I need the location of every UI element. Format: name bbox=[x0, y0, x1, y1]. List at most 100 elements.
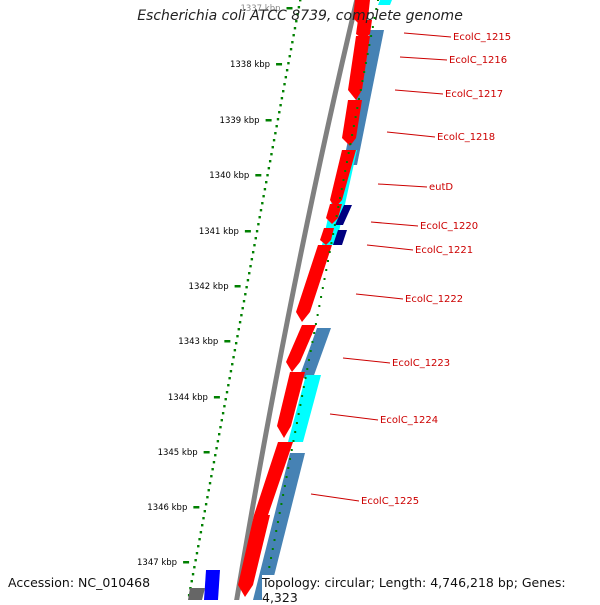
feature-dot bbox=[328, 251, 331, 253]
gene-label: EcolC_1221 bbox=[415, 245, 473, 256]
ruler-dot bbox=[242, 300, 246, 303]
ruler-dot bbox=[282, 90, 285, 93]
ruler-dot bbox=[228, 377, 231, 380]
feature-dot bbox=[282, 494, 285, 496]
feature-dot bbox=[337, 206, 340, 208]
ruler-dot bbox=[246, 279, 250, 282]
ruler-tick bbox=[244, 230, 251, 233]
ruler-dot bbox=[245, 286, 248, 289]
ruler-dot bbox=[289, 48, 293, 51]
ruler-dot bbox=[275, 125, 278, 128]
feature-dot bbox=[313, 332, 316, 334]
ruler-tick bbox=[213, 396, 220, 399]
ruler-dot bbox=[272, 139, 276, 142]
ruler-dot bbox=[194, 559, 197, 562]
ruler-dot bbox=[221, 412, 225, 415]
feature-dot bbox=[375, 8, 378, 10]
ruler-dot bbox=[231, 363, 234, 366]
cds-arrow-1220 bbox=[320, 228, 334, 245]
ruler-dot bbox=[223, 405, 226, 408]
feature-dot bbox=[332, 233, 335, 235]
ruler-dot bbox=[238, 321, 242, 324]
feature-dot bbox=[273, 539, 276, 541]
backbone-line bbox=[233, 0, 360, 605]
ruler-dot bbox=[271, 146, 274, 149]
feature-dot bbox=[358, 98, 361, 100]
ruler-dot bbox=[251, 251, 255, 254]
ruler-dot bbox=[288, 55, 291, 58]
ruler-labels: 1337 kbp 1338 kbp 1339 kbp 1340 kbp 1341 kbp… bbox=[137, 4, 280, 568]
feature-dot bbox=[368, 44, 371, 46]
ruler-dot bbox=[207, 489, 210, 492]
ruler-dot bbox=[287, 62, 290, 65]
ruler-dot bbox=[191, 573, 195, 576]
feature-dot bbox=[333, 224, 336, 226]
ruler-dot bbox=[193, 566, 196, 569]
feature-dot bbox=[330, 242, 333, 244]
ruler-tick bbox=[183, 561, 190, 564]
gene-label: EcolC_1218 bbox=[437, 132, 495, 143]
feature-navy-1 bbox=[335, 205, 352, 225]
feature-dot bbox=[370, 35, 373, 37]
ruler-dot bbox=[212, 461, 216, 464]
feature-dot bbox=[363, 71, 366, 73]
ruler-dot bbox=[220, 419, 223, 422]
gene-label: eutD bbox=[429, 182, 453, 193]
ruler-dot bbox=[285, 69, 289, 72]
gene-label-leader bbox=[399, 56, 448, 61]
ruler-dot bbox=[241, 307, 244, 310]
feature-dot bbox=[356, 107, 359, 109]
feature-dot bbox=[342, 179, 345, 181]
ruler-dot bbox=[278, 111, 281, 114]
ruler-dot bbox=[250, 258, 254, 261]
feature-dot bbox=[316, 314, 319, 316]
gray-feature-bottom bbox=[188, 588, 205, 600]
ruler-dot bbox=[274, 132, 277, 135]
ruler-dot bbox=[262, 195, 265, 198]
ruler-dot bbox=[210, 475, 213, 478]
feature-dot bbox=[294, 431, 297, 433]
ruler-label: 1346 kbp bbox=[147, 503, 187, 513]
ruler-dot bbox=[267, 167, 271, 170]
gene-label-leader bbox=[355, 293, 404, 300]
ruler-label: 1340 kbp bbox=[209, 171, 249, 181]
feature-dot bbox=[278, 512, 281, 514]
ruler-dot bbox=[284, 76, 288, 79]
ruler-tick bbox=[193, 506, 200, 509]
ruler-dot bbox=[263, 188, 267, 191]
ruler-dot bbox=[197, 545, 200, 548]
ruler-dot bbox=[199, 531, 203, 534]
ruler-label: 1337 kbp bbox=[240, 4, 280, 14]
feature-dot bbox=[285, 476, 288, 478]
feature-dot bbox=[323, 278, 326, 280]
ruler-dot bbox=[253, 244, 256, 247]
ruler-dot bbox=[259, 209, 263, 212]
feature-steel-3 bbox=[253, 453, 305, 600]
feature-dot bbox=[345, 161, 348, 163]
ruler-label: 1341 kbp bbox=[199, 227, 239, 237]
feature-cyan-2 bbox=[288, 375, 321, 442]
ruler-dot bbox=[236, 335, 239, 338]
feature-dot bbox=[359, 89, 362, 91]
ruler-dot bbox=[190, 580, 193, 583]
gene-label-leader bbox=[329, 413, 379, 421]
ruler-dot bbox=[293, 27, 297, 30]
feature-dot bbox=[304, 377, 307, 379]
feature-dot bbox=[377, 0, 379, 1]
ruler-dot bbox=[258, 216, 261, 219]
ruler-tick bbox=[203, 451, 210, 454]
ruler-dot bbox=[240, 314, 243, 317]
ruler-label: 1344 kbp bbox=[168, 393, 208, 403]
feature-dot bbox=[280, 503, 283, 505]
feature-dot bbox=[309, 350, 312, 352]
ruler-label: 1343 kbp bbox=[178, 337, 218, 347]
ruler-dot bbox=[224, 398, 227, 401]
feature-dot bbox=[283, 485, 286, 487]
ruler-dot bbox=[214, 454, 217, 457]
ruler-ticks bbox=[183, 7, 293, 564]
gene-label: EcolC_1215 bbox=[453, 32, 511, 43]
cds-track bbox=[238, 0, 372, 597]
page-title: Escherichia coli ATCC 8739, complete gen… bbox=[137, 8, 463, 24]
gene-label-leader bbox=[377, 183, 428, 188]
